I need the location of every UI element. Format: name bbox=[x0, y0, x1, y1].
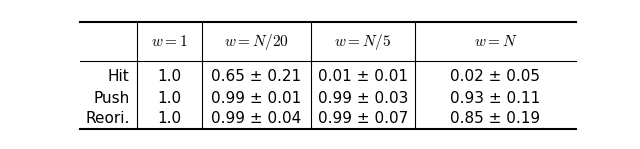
Text: 0.99 ± 0.01: 0.99 ± 0.01 bbox=[211, 91, 301, 106]
Text: 1.0: 1.0 bbox=[157, 91, 181, 106]
Text: $w = 1$: $w = 1$ bbox=[151, 34, 188, 49]
Text: 0.93 ± 0.11: 0.93 ± 0.11 bbox=[451, 91, 541, 106]
Text: 0.02 ± 0.05: 0.02 ± 0.05 bbox=[451, 69, 540, 84]
Text: 1.0: 1.0 bbox=[157, 111, 181, 126]
Text: $w = N/20$: $w = N/20$ bbox=[224, 32, 289, 52]
Text: $w = N$: $w = N$ bbox=[474, 34, 517, 49]
Text: Push: Push bbox=[93, 91, 129, 106]
Text: 0.99 ± 0.03: 0.99 ± 0.03 bbox=[317, 91, 408, 106]
Text: 0.01 ± 0.01: 0.01 ± 0.01 bbox=[317, 69, 408, 84]
Text: 0.99 ± 0.04: 0.99 ± 0.04 bbox=[211, 111, 301, 126]
Text: Reori.: Reori. bbox=[85, 111, 129, 126]
Text: Hit: Hit bbox=[108, 69, 129, 84]
Text: 1.0: 1.0 bbox=[157, 69, 181, 84]
Text: 0.85 ± 0.19: 0.85 ± 0.19 bbox=[451, 111, 540, 126]
Text: 0.99 ± 0.07: 0.99 ± 0.07 bbox=[317, 111, 408, 126]
Text: 0.65 ± 0.21: 0.65 ± 0.21 bbox=[211, 69, 301, 84]
Text: $w = N/5$: $w = N/5$ bbox=[334, 32, 391, 52]
